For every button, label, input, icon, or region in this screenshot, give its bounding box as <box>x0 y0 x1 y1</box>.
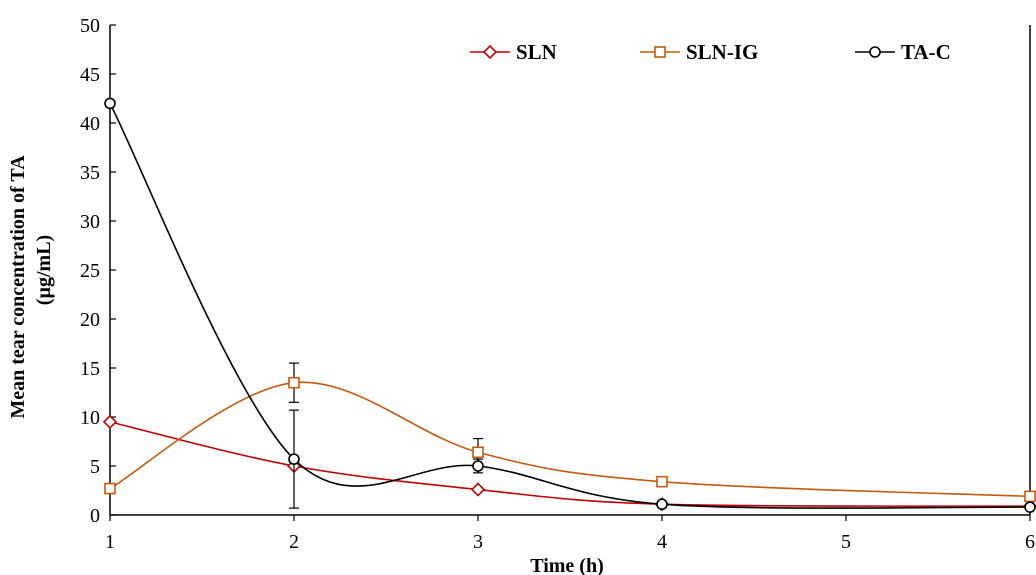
legend-marker <box>869 46 881 58</box>
series-ta-c <box>104 97 1036 513</box>
x-tick-label: 5 <box>841 531 851 553</box>
y-tick-label: 10 <box>80 407 100 429</box>
data-point <box>104 97 116 110</box>
legend-item-sln-ig: SLN-IG <box>640 40 758 64</box>
x-tick-label: 1 <box>105 531 115 553</box>
y-ticks: 0 5 10 15 20 25 30 35 40 45 50 <box>80 15 116 527</box>
legend-marker <box>482 44 498 60</box>
legend-label: SLN-IG <box>686 40 758 64</box>
data-point <box>472 446 484 459</box>
y-tick-label: 15 <box>80 358 100 380</box>
data-point <box>472 460 484 472</box>
data-point <box>656 475 668 488</box>
data-point <box>470 482 486 497</box>
x-tick-label: 3 <box>473 531 483 553</box>
series-line <box>109 381 1031 498</box>
y-tick-label: 25 <box>80 260 100 282</box>
data-point <box>1024 490 1036 503</box>
legend-label: SLN <box>516 40 557 64</box>
series-layer <box>102 97 1036 514</box>
y-axis-title-line2: (µg/mL) <box>33 235 55 305</box>
y-axis-title-line1: Mean tear concentration of TA <box>7 155 29 419</box>
y-axis-title-units: (µg/mL) <box>33 235 55 305</box>
y-tick-label: 40 <box>80 113 100 135</box>
x-tick-label: 6 <box>1025 531 1035 553</box>
legend-item-sln: SLN <box>470 40 557 64</box>
legend-item-ta-c: TA-C <box>855 40 951 64</box>
y-tick-label: 35 <box>80 162 100 184</box>
legend: SLN SLN-IG TA-C <box>470 40 951 64</box>
series-line <box>109 103 1031 509</box>
series-sln <box>102 414 1036 514</box>
data-point <box>104 482 116 495</box>
legend-label: TA-C <box>901 40 951 64</box>
series-sln-ig <box>104 362 1036 503</box>
data-point <box>1024 501 1036 513</box>
y-axis-title: Mean tear concentration of TA <box>7 155 29 419</box>
x-tick-label: 4 <box>657 531 667 553</box>
y-tick-label: 45 <box>80 64 100 86</box>
y-tick-label: 50 <box>80 15 100 37</box>
data-point <box>288 453 300 465</box>
x-ticks: 1 2 3 4 5 6 <box>105 515 1035 553</box>
series-line <box>109 421 1031 507</box>
data-point <box>656 498 668 511</box>
legend-marker <box>654 46 666 58</box>
x-axis-title: Time (h) <box>530 555 604 575</box>
x-tick-label: 2 <box>289 531 299 553</box>
y-tick-label: 5 <box>90 456 100 478</box>
y-tick-label: 0 <box>90 505 100 527</box>
y-tick-label: 30 <box>80 211 100 233</box>
data-point <box>102 414 118 430</box>
data-point <box>288 376 300 389</box>
y-tick-label: 20 <box>80 309 100 331</box>
